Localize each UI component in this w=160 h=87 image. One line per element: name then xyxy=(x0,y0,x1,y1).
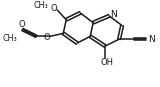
Text: O: O xyxy=(44,33,51,42)
Text: CH₃: CH₃ xyxy=(2,34,17,43)
Text: CH₃: CH₃ xyxy=(34,1,49,10)
Text: N: N xyxy=(148,35,154,44)
Text: N: N xyxy=(110,10,116,19)
Text: O: O xyxy=(51,4,58,13)
Text: O: O xyxy=(18,20,25,29)
Text: OH: OH xyxy=(101,58,114,67)
